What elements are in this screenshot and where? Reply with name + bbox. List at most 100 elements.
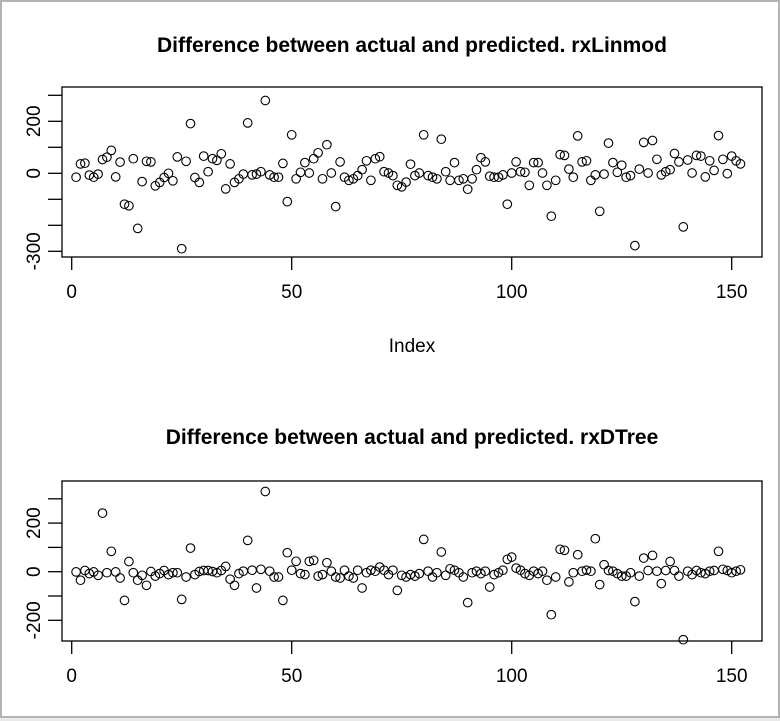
data-point <box>713 130 724 141</box>
data-point <box>115 573 125 583</box>
data-point <box>559 150 570 161</box>
data-point <box>678 222 689 232</box>
data-point <box>115 157 125 167</box>
data-point <box>502 199 513 210</box>
data-point <box>291 173 301 184</box>
data-point <box>704 155 715 166</box>
data-point <box>638 553 649 563</box>
data-point <box>357 164 367 175</box>
data-point <box>480 157 491 167</box>
data-point <box>568 172 579 183</box>
data-point <box>348 573 359 583</box>
data-point <box>726 567 737 578</box>
data-point <box>110 172 121 182</box>
data-point <box>630 240 640 251</box>
chart1-title: Difference between actual and predicted.… <box>157 34 667 57</box>
data-point <box>128 153 139 164</box>
data-point <box>71 567 81 577</box>
data-point <box>652 566 662 577</box>
data-point <box>445 563 455 574</box>
data-point <box>718 564 728 575</box>
y-tick-label: -200 <box>24 601 45 639</box>
data-point <box>546 211 557 222</box>
data-point <box>414 568 425 579</box>
data-point <box>511 157 521 167</box>
data-point <box>304 556 315 567</box>
data-point <box>546 609 557 620</box>
data-point <box>537 168 548 178</box>
x-tick-label: 50 <box>281 282 302 303</box>
data-point <box>542 180 552 191</box>
data-point <box>449 157 460 168</box>
plot-box <box>61 480 763 642</box>
data-point <box>643 565 653 576</box>
data-point <box>357 583 367 593</box>
data-point <box>515 166 526 177</box>
data-point <box>251 583 262 593</box>
data-point <box>498 565 508 576</box>
data-point <box>207 153 218 164</box>
data-point <box>590 170 601 180</box>
data-point <box>458 572 469 582</box>
x-tick-label: 100 <box>496 666 528 687</box>
data-point <box>181 156 191 167</box>
data-point <box>273 572 284 582</box>
data-point <box>322 139 332 150</box>
data-point <box>273 172 284 183</box>
data-point <box>616 160 627 171</box>
data-point <box>550 572 561 582</box>
data-point <box>330 572 341 582</box>
data-point <box>185 118 196 129</box>
data-point <box>278 595 288 606</box>
data-point <box>462 597 473 608</box>
data-point <box>163 168 174 179</box>
data-point <box>260 95 271 106</box>
y-tick-label: 0 <box>24 168 45 179</box>
data-point <box>366 565 376 576</box>
data-point <box>696 151 706 161</box>
data-point <box>638 137 649 148</box>
data-point <box>709 165 719 176</box>
chart-rxdtree: 0 50 100 150 200 0 -200 <box>24 480 763 687</box>
data-point <box>432 173 442 184</box>
data-point <box>550 175 561 186</box>
data-point <box>264 566 275 577</box>
data-point <box>313 571 323 581</box>
data-point <box>506 168 517 178</box>
data-point <box>335 573 345 583</box>
data-point <box>388 565 398 576</box>
data-point <box>432 567 442 578</box>
data-point <box>220 184 231 194</box>
data-point <box>489 172 499 183</box>
data-point <box>405 159 416 170</box>
data-point <box>392 180 403 191</box>
data-point <box>586 175 596 186</box>
data-point <box>436 547 447 557</box>
data-point <box>119 595 130 606</box>
data-point <box>599 559 609 570</box>
data-point <box>568 567 579 578</box>
data-point <box>71 172 81 183</box>
data-point <box>106 546 117 557</box>
data-point <box>572 131 583 141</box>
data-point <box>308 555 319 566</box>
data-point <box>414 168 425 178</box>
data-point <box>282 196 293 207</box>
data-point <box>102 152 112 163</box>
data-point <box>665 556 675 567</box>
data-point <box>418 129 429 140</box>
data-point <box>647 135 658 146</box>
data-point <box>132 223 143 234</box>
data-point <box>317 173 328 184</box>
data-point <box>436 134 447 145</box>
data-point <box>366 175 376 186</box>
data-point <box>625 170 636 181</box>
data-point <box>168 175 178 186</box>
data-point <box>660 565 671 576</box>
data-point <box>674 571 684 581</box>
x-tick-label: 50 <box>281 666 302 687</box>
data-point <box>137 570 147 581</box>
data-point <box>647 550 658 561</box>
